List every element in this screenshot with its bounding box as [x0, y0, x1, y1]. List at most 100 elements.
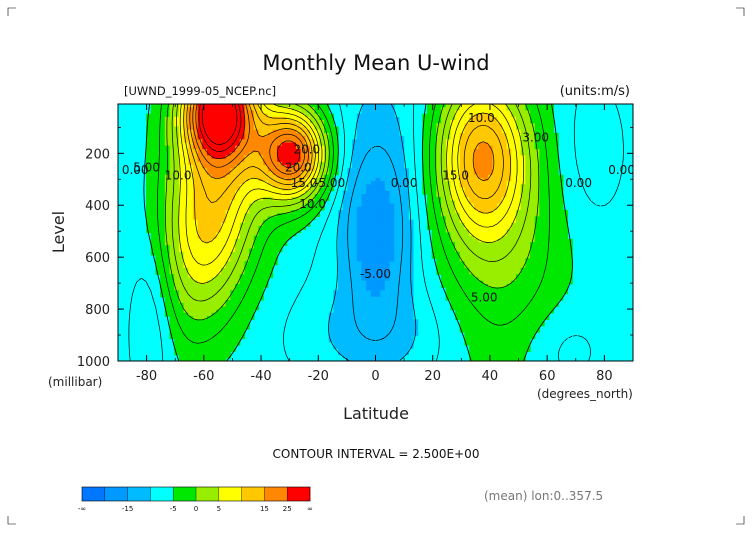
contour-fill-cell [515, 248, 522, 253]
contour-fill-cell [249, 139, 255, 144]
contour-fill-cell [267, 248, 274, 253]
contour-fill-cell [258, 142, 264, 147]
contour-fill-cell [192, 168, 199, 173]
contour-fill-cell [534, 290, 540, 295]
contour-fill-cell [544, 248, 550, 253]
contour-fill-cell [206, 242, 213, 246]
contour-fill-cell [239, 171, 246, 176]
contour-fill-cell [178, 206, 185, 211]
contour-fill-cell [366, 158, 372, 163]
contour-fill-cell [146, 190, 152, 195]
contour-fill-cell [267, 226, 274, 230]
contour-fill-cell [258, 152, 264, 156]
contour-fill-cell [389, 171, 395, 176]
contour-fill-cell [478, 104, 484, 108]
contour-fill-cell [178, 267, 185, 272]
contour-fill-cell [436, 271, 442, 275]
contour-fill-cell [253, 177, 260, 182]
contour-fill-cell [305, 213, 311, 218]
contour-fill-cell [309, 129, 316, 134]
contour-fill-cell [464, 283, 470, 288]
contour-fill-cell [473, 216, 480, 221]
contour-fill-cell [394, 206, 400, 211]
contour-fill-cell [375, 245, 381, 250]
contour-fill-cell [230, 123, 236, 128]
contour-fill-cell [497, 232, 503, 237]
contour-fill-cell [342, 190, 349, 195]
contour-fill-cell [473, 136, 480, 140]
contour-fill-cell [539, 116, 545, 121]
contour-fill-cell [487, 139, 494, 144]
contour-fill-cell [525, 152, 531, 156]
contour-fill-cell [155, 267, 161, 272]
contour-fill-cell [352, 312, 358, 317]
contour-fill-cell [206, 136, 213, 140]
contour-fill-cell [469, 303, 475, 307]
contour-fill-cell [263, 181, 269, 185]
contour-fill-cell [455, 148, 461, 153]
contour-fill-cell [370, 258, 377, 263]
contour-fill-cell [464, 222, 470, 227]
contour-fill-cell [291, 219, 297, 224]
contour-fill-cell [427, 184, 433, 189]
contour-fill-cell [221, 203, 227, 208]
contour-fill-cell [221, 251, 227, 256]
contour-fill-cell [146, 139, 152, 144]
contour-fill-cell [530, 116, 536, 121]
contour-fill-cell [155, 123, 161, 128]
contour-fill-cell [263, 174, 269, 179]
contour-fill-cell [478, 123, 484, 128]
contour-fill-cell [235, 277, 241, 282]
contour-fill-cell [309, 216, 316, 221]
contour-fill-cell [174, 155, 180, 160]
contour-fill-cell [469, 216, 475, 221]
contour-fill-cell [230, 165, 236, 169]
contour-fill-cell [469, 193, 475, 198]
contour-fill-cell [506, 171, 512, 176]
contour-fill-cell [356, 165, 363, 169]
contour-fill-cell [314, 132, 320, 137]
contour-fill-cell [267, 161, 274, 166]
contour-fill-cell [295, 193, 302, 198]
contour-fill-cell [192, 132, 199, 137]
contour-fill-cell [497, 248, 503, 253]
contour-fill-cell [525, 287, 531, 291]
contour-fill-cell [445, 290, 452, 295]
contour-fill-cell [347, 306, 353, 311]
contour-fill-cell [291, 126, 297, 131]
contour-fill-cell [211, 152, 217, 156]
contour-fill-cell [202, 264, 208, 269]
contour-fill-cell [459, 232, 466, 237]
contour-fill-cell [206, 123, 213, 128]
contour-fill-cell [239, 139, 246, 144]
contour-fill-cell [567, 254, 573, 259]
contour-fill-cell [211, 113, 217, 118]
contour-fill-cell [539, 271, 545, 275]
contour-fill-cell [530, 132, 536, 137]
contour-fill-cell [483, 197, 489, 201]
contour-fill-cell [291, 200, 297, 205]
contour-fill-cell [277, 107, 283, 112]
contour-fill-cell [483, 267, 489, 272]
contour-fill-cell [150, 206, 157, 211]
contour-fill-cell [305, 197, 311, 201]
contour-fill-cell [188, 287, 194, 291]
contour-fill-cell [188, 171, 194, 176]
contour-fill-cell [375, 181, 381, 185]
contour-fill-cell [164, 271, 171, 275]
contour-fill-cell [384, 145, 391, 150]
contour-fill-cell [178, 197, 185, 201]
contour-fill-cell [497, 235, 503, 240]
contour-fill-cell [530, 232, 536, 237]
contour-fill-cell [394, 190, 400, 195]
contour-fill-cell [356, 248, 363, 253]
contour-fill-cell [455, 136, 461, 140]
contour-fill-cell [155, 254, 161, 259]
contour-fill-cell [155, 206, 161, 211]
contour-fill-cell [183, 316, 189, 320]
contour-fill-cell [267, 158, 274, 163]
contour-fill-cell [497, 177, 503, 182]
contour-fill-cell [366, 187, 372, 192]
contour-fill-cell [164, 174, 171, 179]
contour-fill-cell [478, 296, 484, 301]
